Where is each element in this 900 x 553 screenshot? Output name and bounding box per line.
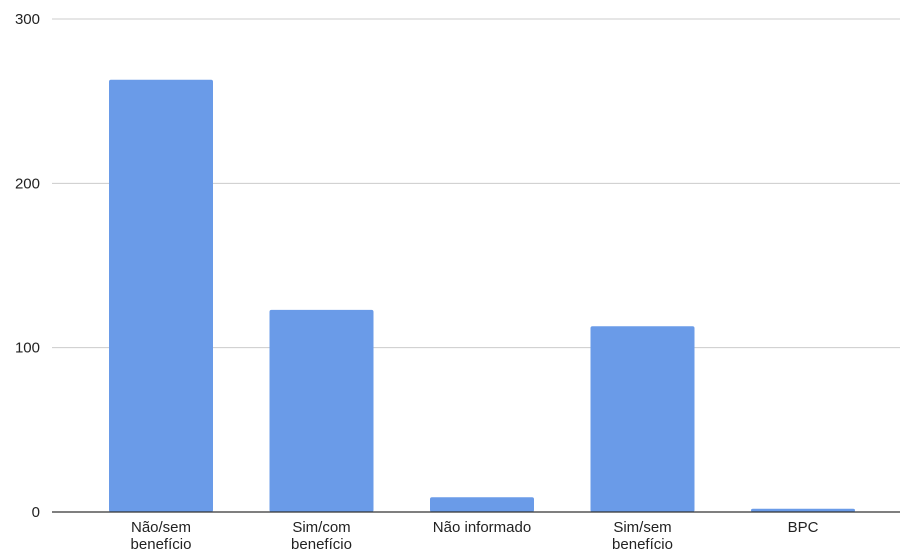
x-tick-label: Não/sem benefício bbox=[131, 519, 192, 553]
y-axis-ticks: 0 100 200 300 bbox=[15, 11, 40, 521]
bar bbox=[751, 508, 855, 512]
bars bbox=[109, 79, 855, 512]
bar bbox=[430, 497, 534, 512]
y-tick-label: 0 bbox=[32, 504, 40, 521]
x-tick-label: Sim/com benefício bbox=[291, 519, 352, 553]
y-tick-label: 300 bbox=[15, 11, 40, 28]
x-axis-ticks: Não/sem benefício Sim/com benefício Não info… bbox=[131, 519, 819, 553]
x-tick-label: BPC bbox=[788, 519, 819, 536]
bar bbox=[269, 309, 374, 512]
y-tick-label: 100 bbox=[15, 340, 40, 357]
bar bbox=[590, 326, 695, 512]
x-tick-label: Não informado bbox=[433, 519, 531, 536]
y-tick-label: 200 bbox=[15, 175, 40, 192]
bar bbox=[109, 79, 213, 512]
x-tick-label: Sim/sem benefício bbox=[612, 519, 673, 553]
